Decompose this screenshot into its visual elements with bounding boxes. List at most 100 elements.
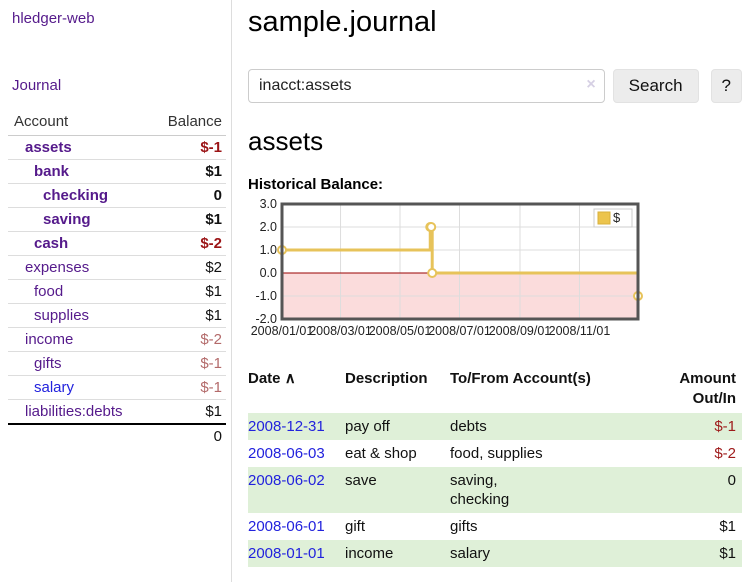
account-row: gifts $-1 bbox=[8, 351, 226, 376]
transaction-accounts: salary bbox=[450, 545, 491, 562]
transaction-row: 2008-01-01 income salary $1$1 bbox=[248, 540, 742, 567]
account-balance: $-1 bbox=[200, 139, 222, 156]
accounts-header-balance: Balance bbox=[149, 110, 226, 136]
transaction-date-link[interactable]: 2008-12-31 bbox=[248, 418, 325, 435]
transaction-accounts: gifts bbox=[450, 518, 478, 535]
account-row: checking 0 bbox=[8, 183, 226, 208]
account-row: salary $-1 bbox=[8, 375, 226, 400]
register-header-accounts: To/From Account(s) bbox=[450, 370, 591, 387]
sort-ascending-icon: ∧ bbox=[284, 370, 296, 387]
svg-text:3.0: 3.0 bbox=[260, 199, 277, 211]
account-link-checking[interactable]: checking bbox=[43, 187, 109, 204]
transaction-row: 2008-06-03 eat & shop food, supplies $-20 bbox=[248, 440, 742, 467]
account-link-supplies[interactable]: supplies bbox=[34, 307, 90, 324]
account-balance: $1 bbox=[149, 159, 226, 184]
svg-text:2.0: 2.0 bbox=[260, 220, 277, 234]
account-link-food[interactable]: food bbox=[34, 283, 64, 300]
register-header-row: Date ∧ Description To/From Account(s) Am… bbox=[248, 367, 742, 413]
svg-text:-1.0: -1.0 bbox=[255, 289, 277, 303]
account-row: income $-2 bbox=[8, 327, 226, 352]
svg-text:2008/03/01: 2008/03/01 bbox=[309, 324, 372, 338]
transaction-date-link[interactable]: 2008-06-02 bbox=[248, 472, 325, 489]
register-header-date[interactable]: Date ∧ bbox=[248, 370, 296, 387]
account-balance: $2 bbox=[149, 255, 226, 280]
account-row: bank $1 bbox=[8, 159, 226, 184]
account-link-saving[interactable]: saving bbox=[43, 211, 91, 228]
transaction-balance: $-1 bbox=[738, 413, 742, 440]
account-link-income[interactable]: income bbox=[25, 331, 74, 348]
chart-title: Historical Balance: bbox=[248, 176, 384, 193]
transaction-date-link[interactable]: 2008-01-01 bbox=[248, 545, 325, 562]
transaction-description: save bbox=[345, 472, 377, 489]
transaction-accounts: saving, checking bbox=[450, 472, 510, 508]
register-table: Date ∧ Description To/From Account(s) Am… bbox=[248, 367, 742, 567]
svg-text:2008/05/01: 2008/05/01 bbox=[369, 324, 432, 338]
account-balance: $1 bbox=[149, 279, 226, 304]
search-input-wrap: × bbox=[248, 69, 605, 103]
account-link-expenses[interactable]: expenses bbox=[25, 259, 90, 276]
account-row: liabilities:debts $1 bbox=[8, 399, 226, 424]
chart-canvas: $3.0 2.0 1.0 0.0 -1.0 -2.02008/01/012008/03/0… bbox=[251, 197, 643, 338]
account-row: food $1 bbox=[8, 279, 226, 304]
svg-text:-2.0: -2.0 bbox=[255, 312, 277, 326]
svg-text:1.0: 1.0 bbox=[260, 243, 277, 257]
svg-text:2008/07/01: 2008/07/01 bbox=[428, 324, 491, 338]
account-balance: $1 bbox=[149, 207, 226, 232]
register-header-description: Description bbox=[345, 370, 428, 387]
account-balance: $-1 bbox=[149, 351, 226, 376]
transaction-amount: $-1 bbox=[714, 418, 736, 435]
search-input[interactable] bbox=[248, 69, 605, 103]
accounts-total-row: 0 bbox=[8, 423, 226, 448]
transaction-date-link[interactable]: 2008-06-03 bbox=[248, 445, 325, 462]
transaction-amount: 0 bbox=[727, 472, 736, 489]
transaction-balance: $2 bbox=[738, 513, 742, 540]
account-row: expenses $2 bbox=[8, 255, 226, 280]
historical-balance-chart: $3.0 2.0 1.0 0.0 -1.0 -2.0 2008/01/01 2008/03/0… bbox=[248, 197, 742, 346]
transaction-date-link[interactable]: 2008-06-01 bbox=[248, 518, 325, 535]
svg-text:0.0: 0.0 bbox=[260, 266, 277, 280]
account-balance: $-1 bbox=[149, 375, 226, 400]
account-link-assets[interactable]: assets bbox=[25, 139, 72, 156]
transaction-description: eat & shop bbox=[345, 445, 417, 462]
accounts-total-value: 0 bbox=[149, 423, 226, 448]
account-row: saving $1 bbox=[8, 207, 226, 232]
transaction-row: 2008-12-31 pay off debts $-1$-1 bbox=[248, 413, 742, 440]
search-button[interactable]: Search bbox=[612, 69, 699, 103]
help-button[interactable]: ? bbox=[710, 69, 742, 103]
account-link-bank[interactable]: bank bbox=[34, 163, 70, 180]
app-brand-link[interactable]: hledger-web bbox=[12, 10, 95, 27]
sidebar-item-journal[interactable]: Journal bbox=[12, 77, 62, 94]
account-balance: $1 bbox=[149, 399, 226, 424]
account-link-salary[interactable]: salary bbox=[34, 379, 75, 396]
account-balance: $1 bbox=[149, 303, 226, 328]
svg-text:2008/11/01: 2008/11/01 bbox=[549, 324, 611, 338]
transaction-balance: 0 bbox=[738, 440, 742, 467]
account-row: cash $-2 bbox=[8, 231, 226, 256]
account-row: assets $-1 bbox=[8, 136, 226, 160]
register-header-balance: Historical Balance bbox=[738, 367, 742, 413]
transaction-description: pay off bbox=[345, 418, 390, 435]
transaction-description: income bbox=[345, 545, 394, 562]
transaction-amount: $-2 bbox=[714, 445, 736, 462]
account-row: supplies $1 bbox=[8, 303, 226, 328]
page-title: sample.journal bbox=[248, 6, 437, 38]
account-link-cash[interactable]: cash bbox=[34, 235, 69, 252]
svg-text:$: $ bbox=[613, 210, 621, 225]
account-balance: $-2 bbox=[149, 231, 226, 256]
accounts-header-row: Account Balance bbox=[8, 110, 226, 136]
account-balance: $-2 bbox=[149, 327, 226, 352]
transaction-row: 2008-06-02 save saving, checking 0$2 bbox=[248, 467, 742, 513]
search-form: × Search ? bbox=[248, 69, 742, 103]
svg-text:2008/01/01: 2008/01/01 bbox=[251, 324, 314, 338]
account-link-liabilities-debts[interactable]: liabilities:debts bbox=[25, 403, 123, 420]
transaction-description: gift bbox=[345, 518, 366, 535]
clear-search-icon[interactable]: × bbox=[586, 76, 596, 93]
account-link-gifts[interactable]: gifts bbox=[34, 355, 62, 372]
transaction-balance: $1 bbox=[738, 540, 742, 567]
transaction-accounts: debts bbox=[450, 418, 487, 435]
sidebar: hledger-web Journal Account Balance asse… bbox=[0, 0, 232, 582]
account-heading: assets bbox=[248, 126, 324, 156]
account-balance: 0 bbox=[149, 183, 226, 208]
transaction-row: 2008-06-01 gift gifts $1$2 bbox=[248, 513, 742, 540]
main-content: sample.journal × Search ? assets Histori… bbox=[248, 0, 742, 567]
